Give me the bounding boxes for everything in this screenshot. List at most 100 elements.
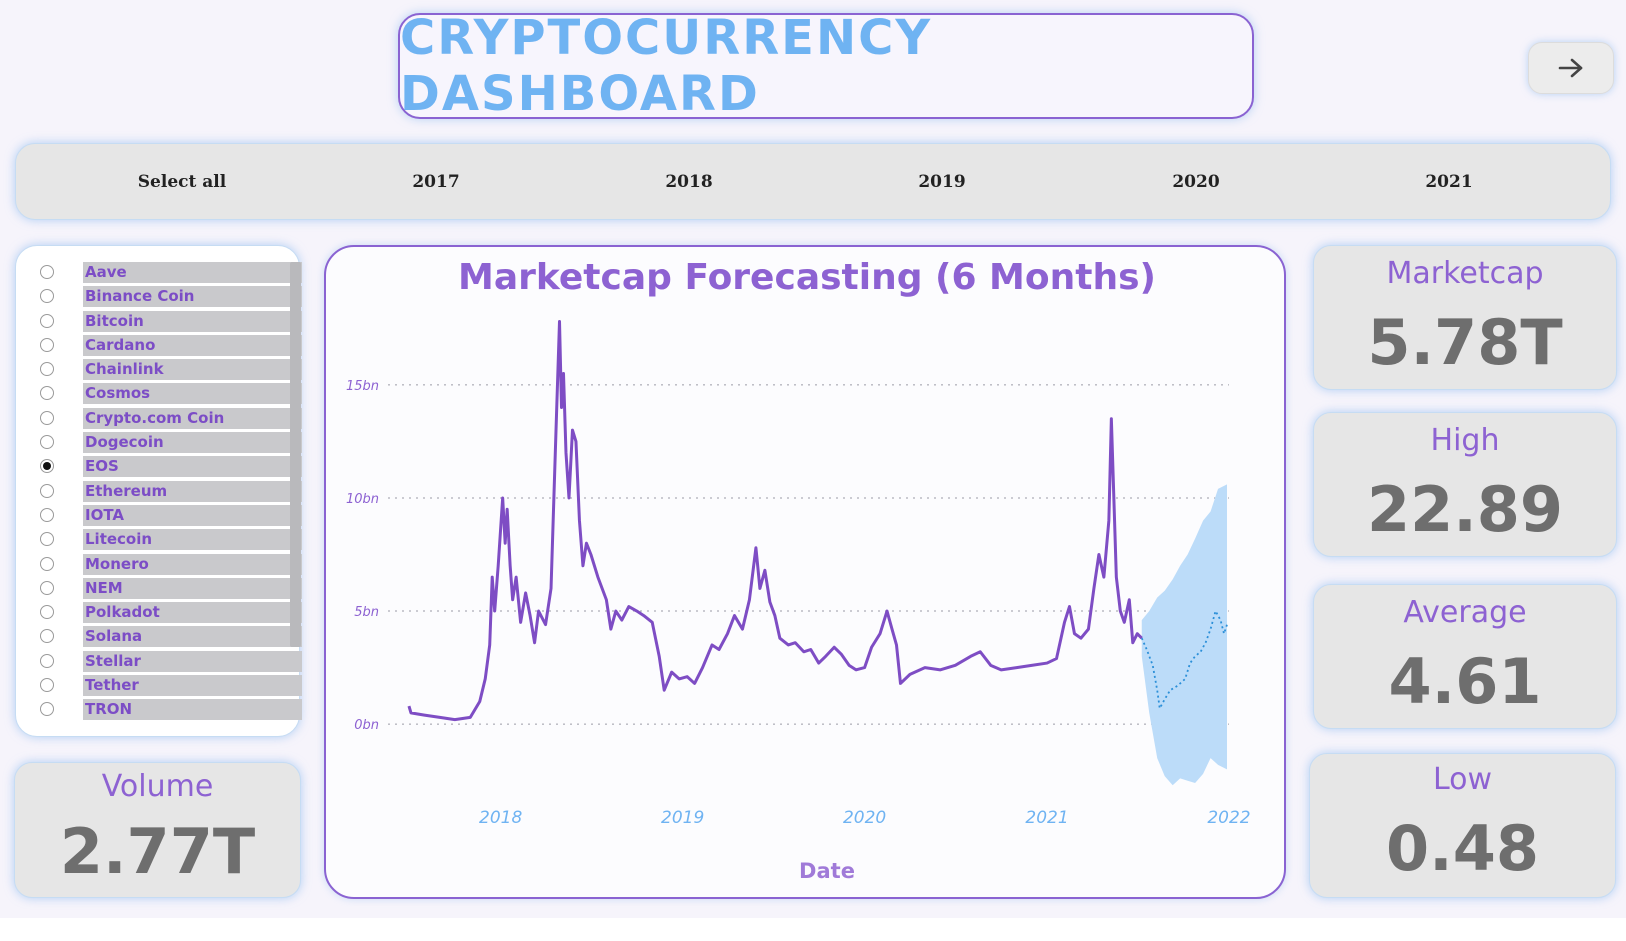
chart-canvas: Marketcap Forecasting (6 Months) Date 0b… (346, 257, 1251, 883)
high-label: High (1430, 423, 1500, 458)
coin-option-label: Solana (83, 626, 302, 648)
coin-filter-panel: Aave Binance Coin Bitcoin Cardano Chainlink C… (15, 245, 302, 737)
coin-option-label: IOTA (83, 504, 302, 526)
radio-icon[interactable] (40, 629, 54, 644)
coin-option-label: Cardano (83, 334, 302, 356)
coin-option[interactable]: Aave (40, 261, 302, 285)
radio-icon[interactable] (40, 507, 54, 522)
radio-icon[interactable] (40, 289, 54, 304)
coin-list-scrollbar[interactable] (290, 262, 301, 647)
year-filter-2019[interactable]: 2019 (918, 172, 966, 192)
radio-icon[interactable] (40, 483, 54, 498)
radio-selected-icon[interactable] (40, 459, 54, 474)
coin-option[interactable]: Binance Coin (40, 285, 302, 309)
x-tick-label: 2019 (661, 808, 704, 828)
coin-option[interactable]: Crypto.com Coin (40, 407, 302, 431)
radio-icon[interactable] (40, 386, 54, 401)
coin-option[interactable]: Polkadot (40, 601, 302, 625)
coin-option-label: Polkadot (83, 602, 302, 624)
next-page-button[interactable] (1528, 42, 1614, 94)
marketcap-value: 5.78T (1367, 306, 1563, 379)
radio-icon[interactable] (40, 580, 54, 595)
coin-option[interactable]: Litecoin (40, 528, 302, 552)
marketcap-card: Marketcap 5.78T (1313, 245, 1617, 390)
volume-label: Volume (101, 769, 214, 804)
marketcap-actual-line (407, 320, 1143, 722)
coin-option-label: Cosmos (83, 383, 302, 405)
radio-icon[interactable] (40, 605, 54, 620)
radio-icon[interactable] (40, 653, 54, 668)
marketcap-forecast-chart: Marketcap Forecasting (6 Months) Date 0b… (324, 245, 1286, 899)
marketcap-label: Marketcap (1386, 256, 1544, 291)
radio-icon[interactable] (40, 410, 54, 425)
coin-option-label: Chainlink (83, 359, 302, 381)
volume-card: Volume 2.77T (14, 762, 301, 898)
high-card: High 22.89 (1313, 412, 1617, 557)
chart-title: Marketcap Forecasting (6 Months) (458, 257, 1156, 298)
coin-option-label: Stellar (83, 650, 302, 672)
chart-x-axis-label: Date (799, 859, 855, 883)
coin-option-label: Litecoin (83, 529, 302, 551)
year-filter-2020[interactable]: 2020 (1172, 172, 1220, 192)
dashboard-title: CRYPTOCURRENCY DASHBOARD (400, 10, 933, 122)
coin-option-label: NEM (83, 577, 302, 599)
radio-icon[interactable] (40, 362, 54, 377)
coin-option[interactable]: Stellar (40, 650, 302, 674)
coin-option-label: Ethereum (83, 480, 302, 502)
radio-icon[interactable] (40, 556, 54, 571)
average-card: Average 4.61 (1313, 584, 1617, 729)
y-tick-label: 15bn (346, 379, 379, 394)
coin-option-label: TRON (83, 699, 302, 721)
average-value: 4.61 (1388, 645, 1542, 718)
coin-option[interactable]: Chainlink (40, 358, 302, 382)
bottom-strip (0, 918, 1626, 941)
volume-value: 2.77T (59, 815, 256, 888)
low-value: 0.48 (1386, 812, 1539, 885)
coin-option-label: Binance Coin (83, 286, 302, 308)
radio-icon[interactable] (40, 337, 54, 352)
x-tick-label: 2018 (479, 808, 522, 828)
radio-icon[interactable] (40, 435, 54, 450)
radio-icon[interactable] (40, 678, 54, 693)
coin-option[interactable]: Bitcoin (40, 310, 302, 334)
coin-option[interactable]: EOS (40, 455, 302, 479)
arrow-right-icon (1558, 58, 1583, 78)
year-filter-select-all[interactable]: Select all (137, 172, 227, 192)
coin-option[interactable]: Dogecoin (40, 431, 302, 455)
coin-option[interactable]: NEM (40, 577, 302, 601)
high-value: 22.89 (1366, 473, 1564, 546)
coin-option[interactable]: Solana (40, 625, 302, 649)
forecast-confidence-band (1141, 484, 1228, 786)
coin-option[interactable]: Cardano (40, 334, 302, 358)
x-tick-label: 2020 (843, 808, 886, 828)
radio-icon[interactable] (40, 313, 54, 328)
x-tick-label: 2022 (1207, 808, 1250, 828)
coin-option[interactable]: Ethereum (40, 480, 302, 504)
year-filter-2017[interactable]: 2017 (412, 172, 460, 192)
radio-icon[interactable] (40, 532, 54, 547)
coin-option-label: Tether (83, 675, 302, 697)
coin-option[interactable]: Tether (40, 674, 302, 698)
y-tick-label: 5bn (354, 605, 379, 620)
year-filter-bar: Select all 2017 2018 2019 2020 2021 (15, 143, 1611, 220)
coin-option-label: Monero (83, 553, 302, 575)
average-label: Average (1403, 595, 1527, 630)
marketcap-forecast-line (1140, 608, 1228, 712)
radio-icon[interactable] (40, 702, 54, 717)
coin-option-label: Crypto.com Coin (83, 407, 302, 429)
coin-filter-list: Aave Binance Coin Bitcoin Cardano Chainlink C… (40, 261, 302, 723)
radio-icon[interactable] (40, 265, 54, 279)
low-label: Low (1432, 762, 1493, 797)
coin-option[interactable]: Monero (40, 553, 302, 577)
y-tick-label: 10bn (346, 492, 379, 507)
y-tick-label: 0bn (354, 718, 379, 733)
low-card: Low 0.48 (1309, 753, 1616, 898)
coin-option-label: Bitcoin (83, 310, 302, 332)
year-filter-2021[interactable]: 2021 (1425, 172, 1473, 192)
year-filter-2018[interactable]: 2018 (665, 172, 713, 192)
coin-option-label: EOS (83, 456, 302, 478)
coin-option[interactable]: TRON (40, 698, 302, 722)
coin-option[interactable]: IOTA (40, 504, 302, 528)
dashboard-title-box: CRYPTOCURRENCY DASHBOARD (398, 10, 1254, 122)
coin-option[interactable]: Cosmos (40, 382, 302, 406)
